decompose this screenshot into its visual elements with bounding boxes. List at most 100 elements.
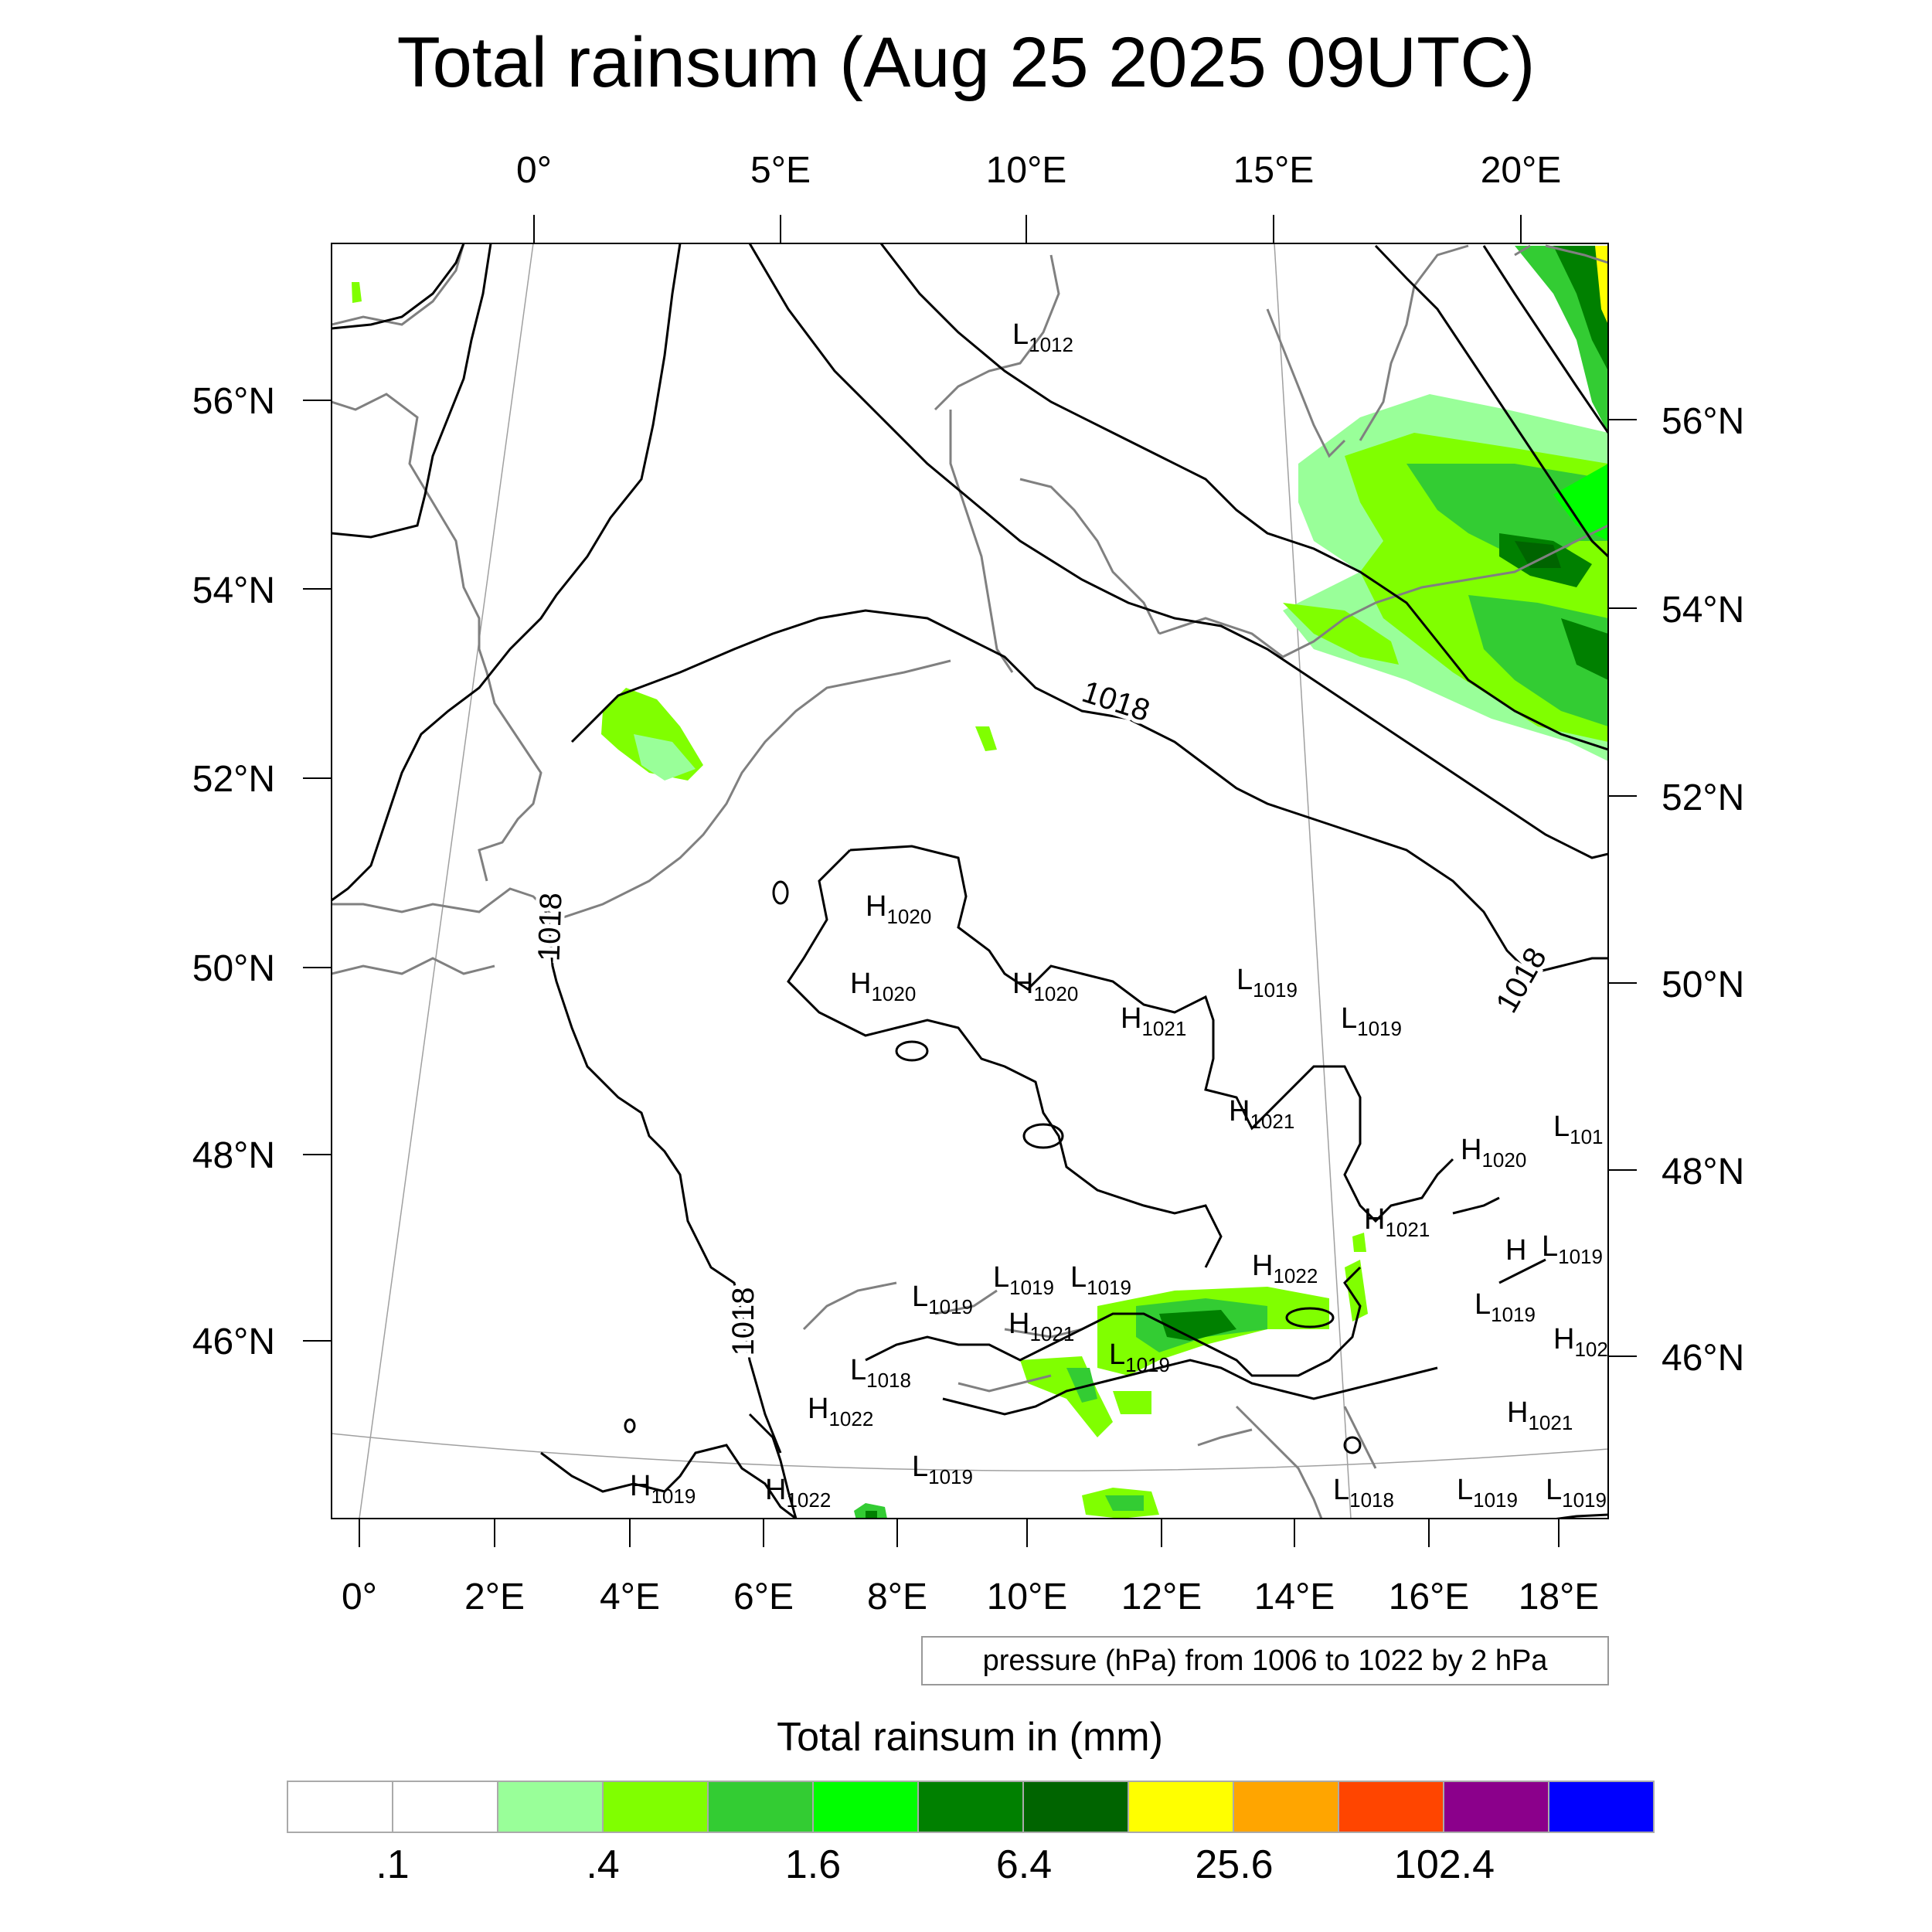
colorbar: Total rainsum in (mm) .1 .4 1.6 6.4 25.6… <box>287 1715 1655 1887</box>
pressure-center: H1021 <box>1121 1002 1186 1040</box>
map-frame <box>331 243 1609 1519</box>
isobar-label: 1018 <box>726 1287 760 1356</box>
colorbar-title: Total rainsum in (mm) <box>777 1715 1163 1760</box>
bottom-lon-label: 10°E <box>987 1577 1068 1617</box>
rain-area-alps-south <box>1113 1391 1151 1414</box>
isobar-north-1 <box>332 243 465 330</box>
pressure-center: L1019 <box>1109 1338 1170 1376</box>
top-lon-label: 0° <box>516 150 552 191</box>
bottom-lon-label: 6°E <box>733 1577 794 1617</box>
isobar-alps-south <box>942 1359 1438 1416</box>
colorbar-label: .4 <box>586 1842 619 1887</box>
isobar-label: 1018 <box>532 892 568 961</box>
pressure-center: H1019 <box>630 1470 696 1508</box>
pressure-center: L1018 <box>850 1354 911 1392</box>
bottom-lon-label: 18°E <box>1519 1577 1600 1617</box>
colorbar-box <box>1443 1781 1549 1833</box>
isobar-high-west <box>787 849 1223 1268</box>
pressure-center: L1019 <box>1341 1002 1402 1040</box>
rain-area-slovenia <box>1345 1260 1368 1321</box>
pressure-center: H1021 <box>1507 1396 1573 1434</box>
colorbar-box <box>917 1781 1024 1833</box>
pressure-center: H1020 <box>866 890 931 928</box>
map-title: Total rainsum (Aug 25 2025 09UTC) <box>397 23 1536 102</box>
pressure-center: H1022 <box>1252 1250 1318 1287</box>
colorbar-label: 102.4 <box>1394 1842 1495 1887</box>
colorbar-box <box>707 1781 814 1833</box>
rain-area-ne-corner-yellow <box>1595 246 1608 325</box>
pressure-center: H1020 <box>1461 1134 1526 1172</box>
isobar-north-2 <box>332 243 492 539</box>
map-panel <box>331 243 1609 1519</box>
isobar-alps <box>865 1266 1362 1377</box>
colorbar-box <box>1338 1781 1444 1833</box>
left-lat-label: 54°N <box>192 570 275 611</box>
rain-area-north-sea-light <box>634 734 696 781</box>
rain-area-alps-west-green <box>1066 1368 1097 1403</box>
isobar-ne-1 <box>748 243 1608 859</box>
rain-area-baltic-dark3 <box>1561 618 1608 680</box>
isobar-1018-central <box>539 900 782 1454</box>
pressure-center: L1019 <box>1457 1474 1518 1512</box>
pressure-center: H1022 <box>808 1393 873 1430</box>
top-lon-label: 5°E <box>750 150 811 191</box>
bottom-lon-label: 8°E <box>867 1577 927 1617</box>
right-lat-label: 54°N <box>1662 590 1744 631</box>
bottom-lon-label: 14°E <box>1254 1577 1335 1617</box>
top-lon-label: 15°E <box>1233 150 1315 191</box>
bottom-lon-label: 12°E <box>1121 1577 1202 1617</box>
pressure-center: L1019 <box>993 1261 1054 1299</box>
pressure-center: H1021 <box>1364 1203 1430 1241</box>
colorbar-box <box>1233 1781 1339 1833</box>
colorbar-box <box>602 1781 709 1833</box>
rain-area-alps-dark <box>1159 1310 1236 1341</box>
colorbar-box <box>812 1781 919 1833</box>
right-lat-label: 48°N <box>1662 1151 1744 1192</box>
colorbar-label: 1.6 <box>785 1842 841 1887</box>
pressure-center: L101 <box>1553 1111 1604 1148</box>
isobar-ne-4 <box>1482 245 1608 434</box>
left-lat-label: 46°N <box>192 1321 275 1362</box>
rainfall-shading <box>352 246 1608 1519</box>
left-lat-label: 50°N <box>192 948 275 989</box>
isobar-south-west <box>540 1444 797 1519</box>
right-axis: 56°N 54°N 52°N 50°N 48°N 46°N <box>1608 401 1744 1379</box>
rain-area-slovenia2 <box>1352 1233 1366 1252</box>
pressure-center: H1020 <box>1012 968 1078 1005</box>
isobar-1018-west <box>332 243 682 902</box>
top-axis: 0° 5°E 10°E 15°E 20°E <box>516 150 1561 243</box>
pressure-center: L1019 <box>912 1281 973 1318</box>
pressure-center: L1018 <box>1333 1474 1394 1512</box>
bottom-axis: 0° 2°E 4°E 6°E 8°E 10°E 12°E 14°E 16°E 1… <box>342 1519 1599 1617</box>
contour-info-text: pressure (hPa) from 1006 to 1022 by 2 hP… <box>983 1645 1549 1677</box>
rain-area-pomerania <box>1283 603 1399 665</box>
pressure-center: H <box>1505 1234 1526 1267</box>
graticule-lines <box>332 243 1608 1519</box>
pressure-center: H1021 <box>1009 1308 1074 1345</box>
bottom-lon-label: 0° <box>342 1577 377 1617</box>
rain-area-adriatic-green <box>1105 1495 1144 1511</box>
pressure-center: L1019 <box>1236 964 1298 1002</box>
rain-area-scotland <box>352 282 362 303</box>
pressure-center: L1012 <box>1012 318 1073 356</box>
isobar-1018-main <box>570 609 1608 975</box>
pressure-center: L1019 <box>1475 1288 1536 1326</box>
pressure-center: L1019 <box>1542 1230 1603 1268</box>
pressure-center: H1020 <box>850 968 916 1005</box>
colorbar-boxes <box>287 1781 1655 1833</box>
colorbar-box <box>287 1781 393 1833</box>
pressure-centers: L1012 H1020 H1020 H1020 H1021 L1019 L101… <box>630 318 1608 1512</box>
isobar-ne-3 <box>1374 244 1608 558</box>
rain-area-ne-corner-dark <box>1553 246 1608 371</box>
bottom-lon-label: 4°E <box>600 1577 660 1617</box>
right-lat-label: 56°N <box>1662 401 1744 442</box>
right-lat-label: 46°N <box>1662 1338 1744 1379</box>
colorbar-box <box>1548 1781 1655 1833</box>
pressure-center: L1019 <box>912 1451 973 1488</box>
right-lat-label: 52°N <box>1662 777 1744 818</box>
isobar-south-2 <box>748 1413 798 1519</box>
bottom-lon-label: 16°E <box>1389 1577 1470 1617</box>
left-lat-label: 48°N <box>192 1135 275 1176</box>
right-lat-label: 50°N <box>1662 964 1744 1005</box>
colorbar-label: 6.4 <box>996 1842 1052 1887</box>
